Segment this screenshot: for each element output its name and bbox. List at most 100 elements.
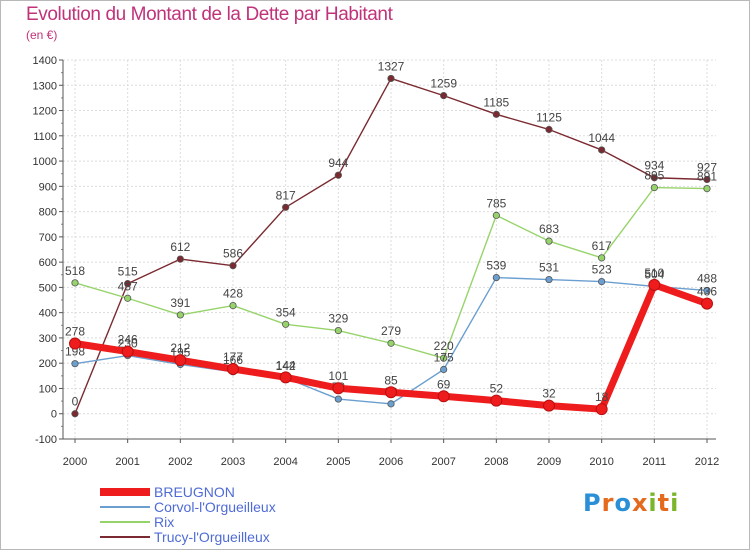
data-label-rix: 391: [170, 296, 190, 310]
data-label-trucy-l-orgueilleux: 1327: [378, 59, 405, 73]
data-label-trucy-l-orgueilleux: 944: [328, 156, 348, 170]
data-point-trucy-l-orgueilleux: [176, 255, 184, 263]
x-tick-label: 2002: [168, 456, 192, 468]
data-point-trucy-l-orgueilleux: [703, 175, 711, 184]
y-tick-label: 300: [39, 333, 57, 345]
x-tick-label: 2011: [643, 456, 667, 468]
logo-letter: t: [657, 489, 671, 517]
data-point-rix: [545, 237, 553, 245]
data-point-rix: [229, 301, 237, 310]
y-tick-label: 1200: [33, 106, 57, 118]
data-point-breugnon: [490, 394, 503, 407]
data-point-breugnon: [385, 386, 397, 399]
data-point-rix: [334, 327, 342, 335]
data-point-rix: [492, 211, 500, 219]
data-point-corvol-l-orgueilleux: [440, 365, 448, 374]
x-tick-label: 2007: [431, 456, 455, 468]
data-label-trucy-l-orgueilleux: 586: [223, 247, 243, 261]
logo-letter: i: [648, 489, 658, 517]
y-tick-label: 500: [39, 282, 57, 294]
logo-letter: P: [583, 489, 602, 517]
data-point-trucy-l-orgueilleux: [387, 74, 395, 83]
data-point-breugnon: [279, 371, 292, 384]
legend-label-trucy-l-orgueilleux: Trucy-l'Orgueilleux: [154, 529, 270, 545]
data-point-trucy-l-orgueilleux: [492, 110, 500, 118]
data-point-breugnon: [437, 390, 450, 403]
data-label-rix: 279: [381, 324, 401, 338]
logo-letter: o: [614, 489, 632, 517]
data-label-breugnon: 278: [65, 324, 85, 338]
data-label-breugnon: 32: [542, 387, 556, 401]
data-label-trucy-l-orgueilleux: 1185: [483, 95, 509, 109]
data-label-corvol-l-orgueilleux: 142: [276, 359, 296, 373]
y-tick-label: 0: [51, 409, 57, 421]
data-label-breugnon: 436: [697, 285, 717, 299]
data-point-rix: [71, 279, 79, 287]
data-label-rix: 220: [434, 339, 454, 353]
data-point-trucy-l-orgueilleux: [334, 171, 342, 179]
data-point-rix: [176, 311, 184, 319]
data-label-corvol-l-orgueilleux: 230: [118, 337, 138, 351]
y-tick-label: -100: [35, 434, 57, 446]
data-label-breugnon: 18: [595, 390, 609, 404]
data-point-corvol-l-orgueilleux: [387, 400, 395, 408]
data-point-breugnon: [69, 337, 81, 350]
data-point-breugnon: [332, 382, 345, 395]
logo-letter: r: [601, 489, 615, 517]
data-label-corvol-l-orgueilleux: 175: [434, 351, 454, 365]
data-label-breugnon: 212: [170, 341, 190, 355]
data-point-corvol-l-orgueilleux: [703, 286, 711, 295]
data-label-corvol-l-orgueilleux: 504: [644, 267, 664, 281]
proxiti-logo: Proxiti: [583, 489, 679, 517]
data-point-trucy-l-orgueilleux: [545, 125, 553, 134]
y-tick-label: 1100: [33, 131, 57, 143]
data-label-rix: 683: [539, 222, 559, 236]
data-label-trucy-l-orgueilleux: 1259: [430, 77, 457, 91]
data-point-trucy-l-orgueilleux: [440, 92, 448, 100]
data-label-breugnon: 144: [276, 358, 296, 372]
data-label-trucy-l-orgueilleux: 612: [170, 240, 190, 254]
data-label-rix: 354: [276, 305, 296, 319]
data-label-corvol-l-orgueilleux: 488: [697, 271, 717, 285]
y-tick-label: 1000: [33, 156, 57, 168]
data-point-breugnon: [595, 403, 608, 416]
legend-label-rix: Rix: [154, 514, 174, 530]
data-label-trucy-l-orgueilleux: 1044: [588, 131, 615, 145]
y-tick-label: 400: [39, 308, 57, 320]
y-tick-label: 200: [39, 358, 57, 370]
data-point-corvol-l-orgueilleux: [545, 275, 553, 284]
data-label-rix: 457: [118, 279, 138, 293]
data-label-corvol-l-orgueilleux: 523: [592, 263, 612, 277]
data-label-trucy-l-orgueilleux: 515: [118, 265, 138, 279]
logo-letter: x: [631, 489, 649, 517]
y-tick-label: 1300: [33, 80, 57, 92]
data-point-breugnon: [701, 297, 713, 310]
data-label-breugnon: 510: [644, 266, 664, 280]
data-label-rix: 617: [592, 239, 612, 253]
x-tick-label: 2010: [589, 456, 613, 468]
x-tick-label: 2006: [379, 456, 403, 468]
data-label-breugnon: 85: [384, 373, 398, 387]
data-point-breugnon: [174, 354, 187, 367]
data-point-rix: [440, 354, 448, 362]
data-label-trucy-l-orgueilleux: 934: [644, 159, 664, 173]
data-point-rix: [124, 294, 132, 302]
x-tick-label: 2008: [484, 456, 508, 468]
data-label-corvol-l-orgueilleux: 531: [539, 261, 559, 275]
data-label-rix: 518: [65, 264, 85, 278]
data-label-trucy-l-orgueilleux: 927: [697, 161, 717, 175]
x-tick-label: 2000: [63, 456, 87, 468]
data-point-trucy-l-orgueilleux: [650, 174, 658, 182]
data-label-breugnon: 177: [223, 350, 243, 364]
data-point-trucy-l-orgueilleux: [71, 410, 79, 418]
data-point-breugnon: [543, 399, 555, 412]
x-tick-label: 2004: [273, 456, 297, 468]
data-label-breugnon: 69: [437, 377, 451, 391]
data-label-trucy-l-orgueilleux: 1125: [536, 110, 562, 124]
data-point-trucy-l-orgueilleux: [229, 262, 237, 270]
y-tick-label: 800: [39, 207, 57, 219]
data-point-rix: [598, 254, 606, 262]
legend-label-breugnon: BREUGNON: [154, 484, 235, 500]
data-label-rix: 329: [328, 312, 348, 326]
